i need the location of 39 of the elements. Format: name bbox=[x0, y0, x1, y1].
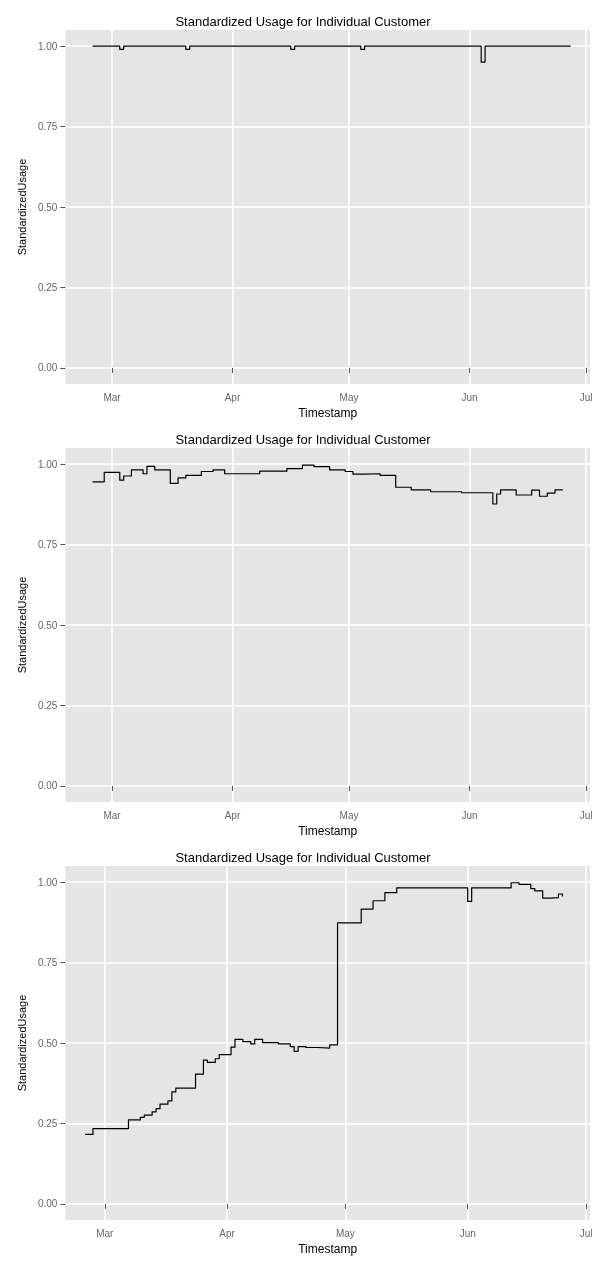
x-tick-label: Jul bbox=[579, 391, 593, 403]
x-tick-label: Apr bbox=[224, 391, 241, 403]
y-tick-label: 0.50 bbox=[37, 201, 58, 213]
y-tick-label: 0.00 bbox=[37, 1198, 58, 1210]
y-axis-title: StandardizedUsage bbox=[15, 994, 28, 1092]
y-axis-title: StandardizedUsage bbox=[15, 576, 28, 674]
x-tick-label: Jul bbox=[579, 1227, 593, 1239]
y-tick-label: 0.50 bbox=[37, 1037, 58, 1049]
x-tick-label: Apr bbox=[219, 1227, 236, 1239]
y-axis-title: StandardizedUsage bbox=[15, 158, 28, 256]
x-tick-label: Jul bbox=[579, 809, 593, 821]
x-axis-title: Timestamp bbox=[298, 823, 358, 838]
x-tick-label: Mar bbox=[103, 391, 122, 403]
y-tick-label: 0.25 bbox=[37, 699, 58, 711]
y-tick-label: 0.25 bbox=[37, 1117, 58, 1129]
y-tick-label: 0.00 bbox=[37, 780, 58, 792]
y-tick-label: 1.00 bbox=[37, 40, 58, 52]
x-tick-label: Apr bbox=[224, 809, 241, 821]
x-tick-label: Jun bbox=[461, 391, 478, 403]
y-tick-label: 0.00 bbox=[37, 362, 58, 374]
x-tick-label: May bbox=[339, 809, 359, 821]
chart-title: Standardized Usage for Individual Customer bbox=[175, 850, 432, 865]
chart-title: Standardized Usage for Individual Customer bbox=[175, 432, 432, 447]
x-tick-label: May bbox=[335, 1227, 355, 1239]
y-tick-label: 0.75 bbox=[37, 539, 58, 551]
y-tick-label: 0.25 bbox=[37, 281, 58, 293]
x-tick-label: Mar bbox=[103, 809, 122, 821]
x-axis-title: Timestamp bbox=[298, 405, 358, 420]
y-tick-label: 0.75 bbox=[37, 121, 58, 133]
y-tick-label: 0.75 bbox=[37, 957, 58, 969]
x-axis-title: Timestamp bbox=[298, 1241, 358, 1256]
chart-title: Standardized Usage for Individual Customer bbox=[175, 14, 432, 29]
x-tick-label: Jun bbox=[461, 809, 478, 821]
y-tick-label: 1.00 bbox=[37, 876, 58, 888]
x-tick-label: May bbox=[339, 391, 359, 403]
y-tick-label: 1.00 bbox=[37, 458, 58, 470]
x-tick-label: Mar bbox=[96, 1227, 115, 1239]
x-tick-label: Jun bbox=[459, 1227, 476, 1239]
y-tick-label: 0.50 bbox=[37, 619, 58, 631]
